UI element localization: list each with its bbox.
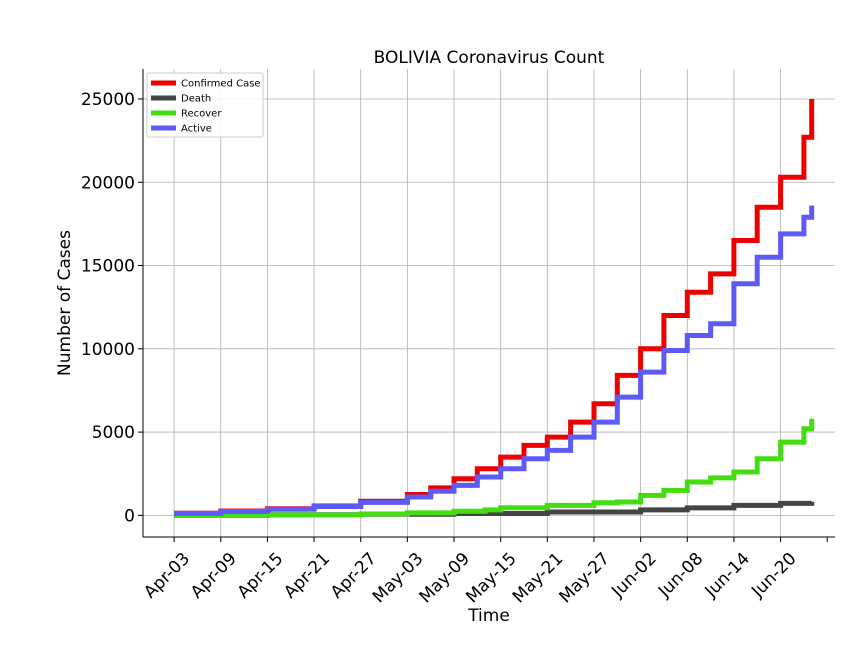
x-tick-label: Apr-21 [280, 549, 334, 603]
axes [142, 69, 835, 538]
legend-label: Recover [181, 109, 222, 120]
x-tick-label: Apr-03 [140, 549, 194, 603]
x-tick-label: Jun-20 [747, 549, 800, 602]
legend-label: Confirmed Case [181, 79, 261, 90]
x-tick-label: Jun-14 [701, 549, 754, 602]
x-tick-label: May-27 [556, 549, 614, 607]
y-tick-label: 10000 [81, 340, 135, 360]
legend-label: Active [181, 124, 212, 135]
series-line-recover [174, 418, 815, 518]
x-tick-label: Apr-15 [234, 549, 288, 603]
x-ticks: Apr-03Apr-09Apr-15Apr-21Apr-27May-03May-… [140, 537, 828, 607]
y-ticks: 0 5000 10000 15000 20000 25000 [81, 90, 143, 526]
legend-box [146, 72, 264, 138]
x-tick-label: May-15 [462, 549, 520, 607]
x-tick-label: May-21 [509, 549, 567, 607]
y-tick-label: 0 [124, 506, 135, 526]
y-tick-label: 20000 [81, 173, 135, 193]
legend-label: Death [181, 94, 211, 105]
x-tick-label: Apr-09 [187, 549, 241, 603]
series-line-active [174, 205, 815, 516]
x-tick-label: May-09 [416, 549, 474, 607]
x-tick-label: Jun-08 [654, 549, 707, 602]
legend: Confirmed Case Death Recover Active [146, 72, 264, 138]
x-tick-label: Jun-02 [607, 549, 660, 602]
y-axis-label: Number of Cases [55, 230, 75, 376]
y-tick-label: 5000 [92, 423, 135, 443]
x-axis-label: Time [467, 606, 510, 626]
y-tick-label: 15000 [81, 257, 135, 277]
y-tick-label: 25000 [81, 90, 135, 110]
series-lines [174, 99, 815, 518]
chart-title: BOLIVIA Coronavirus Count [374, 48, 605, 68]
x-tick-label: May-03 [369, 549, 427, 607]
series-line-confirmed-case [174, 99, 815, 516]
